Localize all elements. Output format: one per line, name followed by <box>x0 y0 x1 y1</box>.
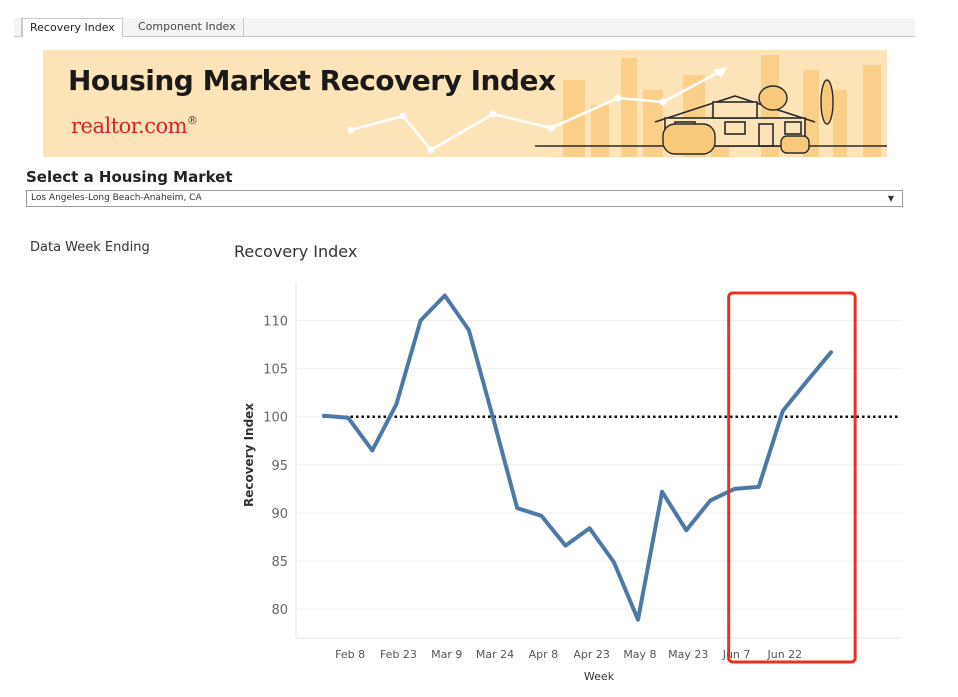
tab-component-index[interactable]: Component Index <box>131 18 244 36</box>
data-point[interactable] <box>395 403 397 405</box>
y-axis-label: Recovery Index <box>242 403 256 507</box>
tab-bar-stub <box>14 18 22 36</box>
highlight-box <box>727 291 857 664</box>
data-point[interactable] <box>589 527 591 529</box>
data-point[interactable] <box>516 507 518 509</box>
data-point[interactable] <box>806 380 808 382</box>
chart-title: Recovery Index <box>234 242 358 261</box>
registered-mark: ® <box>187 114 198 127</box>
x-axis-ticks: Feb 8 Feb 23 Mar 9 Mar 24 Apr 8 Apr 23 May 8 Ma… <box>335 648 802 661</box>
x-tick-label: Feb 23 <box>380 648 417 661</box>
x-tick-label: May 8 <box>623 648 656 661</box>
data-point[interactable] <box>565 545 566 547</box>
realtor-logo-text: realtor.com <box>71 114 188 138</box>
realtor-logo: realtor.com® <box>71 114 198 138</box>
data-point[interactable] <box>830 351 832 353</box>
x-tick-label: Mar 9 <box>431 648 462 661</box>
data-week-ending-label: Data Week Ending <box>30 240 150 255</box>
data-point[interactable] <box>661 491 663 493</box>
banner: Housing Market Recovery Index realtor.co… <box>43 50 887 157</box>
recovery-index-line <box>322 293 834 622</box>
data-point[interactable] <box>420 319 422 321</box>
x-tick-label: Feb 8 <box>335 648 365 661</box>
y-axis-ticks: 80 85 90 95 100 105 110 <box>263 314 288 618</box>
y-tick-label: 90 <box>271 507 288 522</box>
y-tick-label: 105 <box>263 363 288 378</box>
data-point[interactable] <box>444 294 446 296</box>
series-points <box>323 294 832 621</box>
x-tick-label: Jun 7 <box>722 648 751 661</box>
data-point[interactable] <box>734 488 736 490</box>
data-point[interactable] <box>782 410 784 412</box>
data-point[interactable] <box>323 415 325 417</box>
data-point[interactable] <box>492 417 494 419</box>
y-tick-label: 100 <box>263 411 288 426</box>
data-point[interactable] <box>347 417 349 419</box>
y-tick-label: 80 <box>271 603 288 618</box>
chevron-down-icon[interactable]: ▼ <box>887 194 894 203</box>
data-point[interactable] <box>613 561 615 563</box>
x-tick-label: Mar 24 <box>476 648 514 661</box>
data-point[interactable] <box>758 486 760 488</box>
market-dropdown[interactable]: Los Angeles-Long Beach-Anaheim, CA ▼ <box>26 190 903 207</box>
data-point[interactable] <box>371 449 373 451</box>
banner-illustration <box>347 55 887 157</box>
y-tick-label: 110 <box>263 314 288 329</box>
market-select-label: Select a Housing Market <box>26 168 233 186</box>
data-point[interactable] <box>540 515 542 517</box>
x-tick-label: Apr 23 <box>573 648 610 661</box>
data-point[interactable] <box>709 499 711 501</box>
x-tick-label: Apr 8 <box>529 648 559 661</box>
chart-grid <box>296 319 902 610</box>
tab-recovery-index[interactable]: Recovery Index <box>22 18 123 38</box>
x-tick-label: Jun 22 <box>767 648 803 661</box>
banner-title: Housing Market Recovery Index <box>68 64 556 97</box>
x-tick-label: May 23 <box>668 648 708 661</box>
data-point[interactable] <box>685 529 687 531</box>
data-point[interactable] <box>468 329 470 331</box>
x-axis-label: Week <box>584 670 615 683</box>
market-dropdown-value: Los Angeles-Long Beach-Anaheim, CA <box>31 193 202 203</box>
y-tick-label: 95 <box>271 459 288 474</box>
tab-bar: Recovery Index Component Index <box>14 18 915 38</box>
y-tick-label: 85 <box>271 555 288 570</box>
data-point[interactable] <box>637 619 639 621</box>
